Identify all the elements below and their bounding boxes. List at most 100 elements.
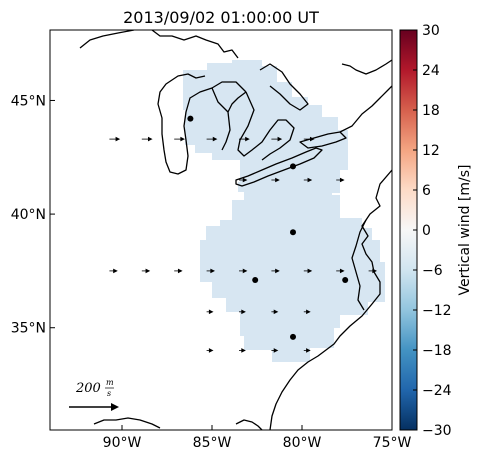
michigan-lower-peninsula-coast — [211, 87, 247, 151]
wind-vector-23 — [271, 309, 279, 315]
wind-vectors — [109, 136, 377, 353]
wind-vector-head — [177, 268, 183, 274]
colorbar-tick-label: 30 — [422, 23, 440, 39]
wind-vector-head — [115, 136, 121, 142]
wind-vector-2 — [141, 136, 153, 142]
wind-vector-10 — [303, 177, 313, 183]
reference-vector-arrowhead — [111, 403, 119, 411]
wind-vector-head — [212, 136, 218, 142]
latitude-tick-label: 40°N — [11, 207, 46, 223]
wind-vector-9 — [271, 177, 280, 183]
radar-site-2 — [290, 163, 296, 170]
wind-vector-3 — [174, 136, 185, 142]
wind-vector-28 — [303, 348, 311, 353]
wind-vector-7 — [303, 136, 315, 142]
wind-vector-1 — [109, 136, 121, 142]
colorbar-tick-label: −24 — [422, 383, 452, 399]
wind-vector-25 — [206, 348, 214, 353]
longitude-tick-label: 90°W — [103, 435, 142, 451]
wind-vector-head — [306, 348, 311, 353]
wind-vector-head — [307, 268, 313, 274]
reference-vector-value: 200 — [75, 381, 101, 396]
wind-vector-16 — [239, 268, 248, 274]
colorbar-label: Vertical wind [m/s] — [457, 165, 473, 296]
colorbar-tick-label: 6 — [422, 183, 431, 199]
lake-erie-shoreline — [235, 147, 323, 187]
wind-vector-head — [309, 136, 315, 142]
colorbar-tick-label: −18 — [422, 343, 452, 359]
wind-vector-21 — [206, 309, 214, 315]
wind-vector-19 — [336, 268, 345, 274]
wind-vector-13 — [141, 268, 151, 274]
wind-vector-26 — [239, 348, 246, 353]
longitude-tick-label: 80°W — [283, 435, 322, 451]
wind-vector-head — [208, 348, 214, 353]
latitude-tick-label: 35°N — [11, 321, 46, 337]
reference-vector-unit-num: m — [106, 378, 114, 387]
radar-site-6 — [290, 333, 296, 340]
wind-vector-27 — [271, 348, 279, 353]
wind-vector-head — [245, 136, 250, 142]
lake-huron-shoreline — [237, 91, 295, 161]
wind-vector-head — [241, 348, 246, 353]
wind-vector-18 — [303, 268, 313, 274]
georgian-bay-shoreline — [259, 63, 309, 111]
coastlines — [79, 30, 392, 430]
wind-vector-4 — [206, 136, 218, 142]
wind-vector-head — [242, 177, 248, 183]
map-frame — [49, 29, 393, 431]
map-title: 2013/09/02 01:00:00 UT — [123, 8, 319, 27]
wind-vector-head — [242, 268, 248, 274]
wind-vector-head — [180, 136, 185, 142]
wind-vector-head — [241, 309, 246, 315]
radar-site-4 — [252, 277, 259, 283]
gulf-coast — [93, 417, 161, 429]
lake-ontario-shoreline — [299, 131, 347, 149]
wind-vector-head — [208, 309, 214, 315]
wind-vector-17 — [271, 268, 280, 274]
atlantic-coast — [269, 169, 392, 430]
lake-michigan-shoreline — [157, 73, 247, 175]
wind-vector-5 — [239, 136, 250, 142]
wind-vector-8 — [239, 177, 248, 183]
wind-vector-15 — [206, 268, 215, 274]
field-region-north — [183, 60, 348, 210]
wind-vector-11 — [336, 177, 345, 183]
colorbar-tick-label: −30 — [422, 423, 452, 439]
radar-site-5 — [342, 277, 349, 283]
colorbar-tick-label: −6 — [422, 263, 443, 279]
vertical-wind-field — [183, 60, 385, 362]
radar-sites — [187, 115, 349, 340]
colorbar-tick-label: 0 — [422, 223, 431, 239]
lake-superior-shoreline — [79, 30, 239, 59]
wind-vector-head — [210, 268, 215, 274]
wind-vector-head — [307, 177, 313, 183]
radar-site-3 — [290, 229, 296, 236]
reference-vector-unit-den: s — [107, 389, 111, 398]
wind-vector-12 — [109, 268, 118, 274]
longitude-ticks: 90°W 85°W 80°W 75°W — [103, 425, 412, 451]
chesapeake-bay-shoreline — [351, 219, 367, 311]
wind-vector-head — [306, 309, 311, 315]
wind-vector-head — [145, 268, 151, 274]
longitude-tick-label: 75°W — [373, 435, 412, 451]
wind-vector-head — [147, 136, 153, 142]
wind-vector-head — [275, 268, 280, 274]
colorbar-tick-label: 18 — [422, 103, 440, 119]
colorbar-tick-label: −12 — [422, 303, 452, 319]
wind-vector-head — [372, 268, 377, 274]
longitude-tick-label: 85°W — [193, 435, 232, 451]
wind-vector-14 — [174, 268, 183, 274]
gulf-coast-east — [235, 419, 263, 430]
reference-vector: 200 m s — [69, 378, 119, 411]
wind-vector-6 — [271, 136, 283, 142]
colorbar-tick-label: 12 — [422, 143, 440, 159]
wind-vector-head — [273, 309, 279, 315]
wind-vector-head — [339, 177, 345, 183]
field-region-south — [200, 195, 385, 362]
maine-coast — [341, 59, 392, 75]
wind-vector-head — [277, 136, 283, 142]
radar-site-1 — [187, 115, 194, 122]
wind-vector-head — [275, 177, 280, 183]
